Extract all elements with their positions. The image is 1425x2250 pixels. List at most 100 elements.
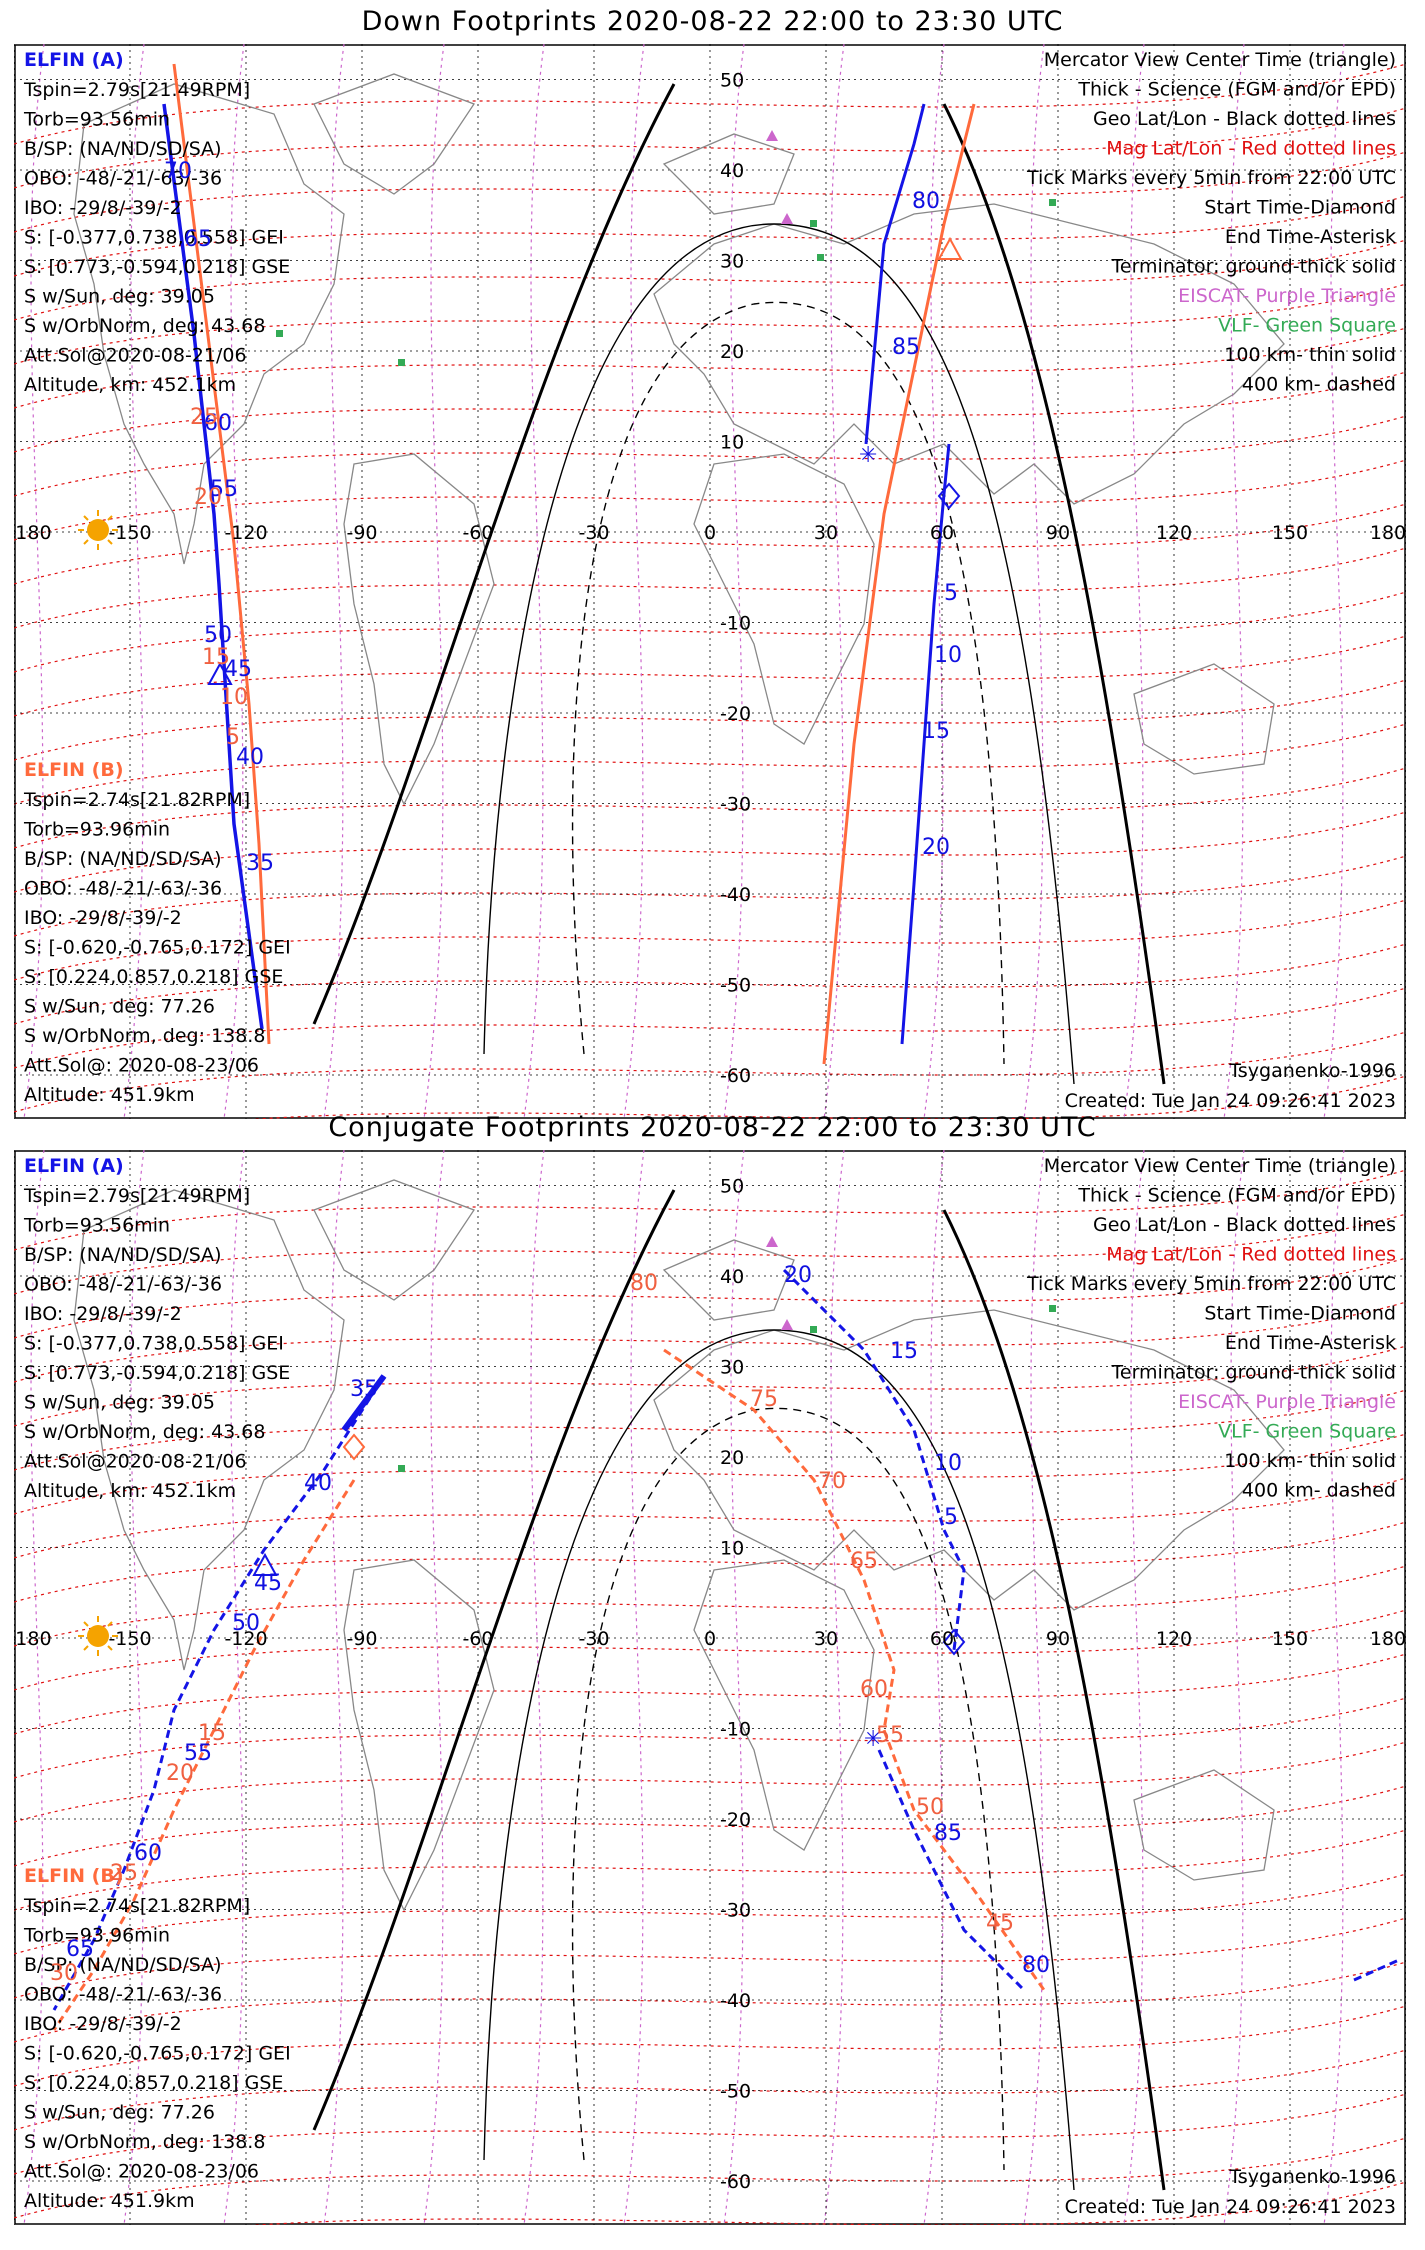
elfin-b-info-line: Tspin=2.74s[21.82RPM]: [23, 789, 250, 811]
lat-tick-label: -60: [720, 2171, 751, 2193]
elfin-a-info-line: S: [0.773,-0.594,0.218] GSE: [24, 1362, 290, 1384]
legend-line: Geo Lat/Lon - Black dotted lines: [1093, 108, 1396, 130]
track-b2-time-label: 65: [850, 1549, 878, 1574]
conj-title: Conjugate Footprints 2020-08-22 22:00 to…: [328, 1112, 1097, 1143]
lat-tick-label: 20: [720, 341, 744, 363]
lon-tick-label: -30: [578, 522, 609, 544]
legend: Mercator View Center Time (triangle) Thic…: [1026, 49, 1396, 396]
elfin-b-info-line: OBO: -48/-21/-63/-36: [24, 1984, 222, 2006]
track-b-time-label: 30: [50, 1961, 78, 1986]
lon-tick-label: 60: [930, 1628, 954, 1650]
elfin-b-track-right: [822, 103, 976, 1065]
lon-tick-label: -180: [14, 1628, 52, 1650]
elfin-a-info-line: Torb=93.56min: [23, 109, 170, 131]
elfin-a-info: Tspin=2.79s[21.49RPM] Torb=93.56min B/SP: …: [23, 1185, 290, 1502]
mag-lat-line: [14, 503, 1406, 585]
track-b2-time-label: 70: [818, 1469, 846, 1494]
legend-line: Tick Marks every 5min from 22:00 UTC: [1026, 167, 1396, 189]
track-a-time-label: 35: [246, 851, 274, 876]
lat-tick-label: 10: [720, 1538, 744, 1560]
end-asterisk: ✳: [864, 1727, 882, 1752]
mag-lat-line: [14, 679, 1406, 761]
legend: Mercator View Center Time (triangle) Thic…: [1026, 1155, 1396, 1502]
mag-latlon-grid: [14, 1150, 1406, 2225]
elfin-a-info-line: S: [-0.377,0.738,0.558] GEI: [24, 227, 284, 249]
track-labels: 70 65 60 55 50 45 40 35 25 20 15 10 5 80 85 5 10 15 20: [164, 159, 962, 876]
lon-tick-label: -60: [462, 1628, 493, 1650]
legend-line: EISCAT- Purple Triangle: [1178, 285, 1396, 307]
elfin-b-info-line: Altitude: 451.9km: [24, 1084, 195, 1106]
track-b-time-label: 10: [220, 685, 248, 710]
mag-lat-line: [14, 767, 1406, 849]
mag-lat-line: [14, 1169, 1406, 1251]
elfin-b-info-line: Altitude: 451.9km: [24, 2190, 195, 2212]
lon-tick-label: 180: [1370, 522, 1406, 544]
lon-tick-label: 30: [814, 1628, 838, 1650]
mag-lat-line: [14, 855, 1406, 937]
legend-line: Geo Lat/Lon - Black dotted lines: [1093, 1214, 1396, 1236]
legend-line: End Time-Asterisk: [1225, 1332, 1396, 1354]
track-a2-time-label: 10: [934, 1451, 962, 1476]
track-b-time-label: 20: [166, 1761, 194, 1786]
elfin-b-center-triangle: [937, 236, 963, 260]
mag-lat-line: [14, 415, 1406, 497]
elfin-a-info-line: Att.Sol@2020-08-21/06: [24, 345, 247, 367]
elfin-b-info-line: IBO: -29/8/-39/-2: [24, 907, 182, 929]
elfin-a-conj-track-left: [52, 1375, 386, 2011]
elfin-a-conj-track-right: [782, 1268, 966, 1651]
mag-lat-line: [14, 723, 1406, 805]
track-b-time-label: 15: [202, 645, 230, 670]
legend-line: VLF- Green Square: [1218, 1421, 1396, 1443]
elfin-a-track-upper: [864, 103, 926, 445]
track-a2-time-label: 80: [912, 189, 940, 214]
vlf-square: [817, 254, 824, 261]
legend-line: Thick - Science (FGM and/or EPD): [1077, 79, 1396, 101]
lat-tick-label: -40: [720, 1990, 751, 2012]
eiscat-triangle: [781, 213, 793, 224]
elfin-a-info-line: S w/Sun, deg: 39.05: [24, 1392, 215, 1414]
lat-tick-label: -10: [720, 1719, 751, 1741]
mag-lat-line: [14, 1521, 1406, 1603]
track-a-time-label: 60: [134, 1841, 162, 1866]
created-label: Created: Tue Jan 24 09:26:41 2023: [1065, 1090, 1396, 1112]
terminator-right: [942, 1209, 1166, 2191]
elfin-a-info-line: IBO: -29/8/-39/-2: [24, 197, 182, 219]
lat-tick-label: 30: [720, 1357, 744, 1379]
elfin-a-info-line: OBO: -48/-21/-63/-36: [24, 168, 222, 190]
lon-tick-label: -120: [224, 1628, 267, 1650]
mag-lat-line: [14, 371, 1406, 453]
sun-icon: [78, 1616, 118, 1656]
elfin-b-info-line: Att.Sol@: 2020-08-23/06: [24, 1055, 259, 1077]
legend-line: Thick - Science (FGM and/or EPD): [1077, 1185, 1396, 1207]
lon-tick-label: 60: [930, 522, 954, 544]
lat-axis-labels: 70605040302010-10-20-30-40-50-60-70: [720, 1176, 751, 2194]
elfin-b-name: ELFIN (B): [24, 759, 124, 781]
track-a-time-label: 40: [236, 745, 264, 770]
track-a2-time-label: 15: [890, 1339, 918, 1364]
lon-tick-label: 90: [1046, 1628, 1070, 1650]
legend-line: Mag Lat/Lon - Red dotted lines: [1106, 1244, 1396, 1266]
track-a2-time-label: 20: [784, 1263, 812, 1288]
track-a-time-label: 50: [204, 623, 232, 648]
track-a2-time-label: 85: [934, 1821, 962, 1846]
elfin-a-info-line: Tspin=2.79s[21.49RPM]: [23, 1185, 250, 1207]
elfin-a-info-line: Att.Sol@2020-08-21/06: [24, 1451, 247, 1473]
track-a-time-label: 35: [350, 1377, 378, 1402]
mag-lat-line: [14, 239, 1406, 321]
elfin-a-info-line: Altitude, km: 452.1km: [24, 1480, 236, 1502]
mag-lat-line: [14, 1565, 1406, 1647]
elfin-a-track-right: [900, 443, 951, 1045]
track-a-time-label: 55: [210, 477, 238, 502]
lat-tick-label: -20: [720, 1809, 751, 1831]
vlf-square: [398, 359, 405, 366]
mag-lat-line: [14, 811, 1406, 893]
lon-tick-label: -90: [346, 522, 377, 544]
elfin-a-info-line: S w/Sun, deg: 39.05: [24, 286, 215, 308]
terminator-left: [312, 1189, 676, 2131]
mag-lat-line: [14, 459, 1406, 541]
mag-lat-line: [14, 1653, 1406, 1735]
mag-lat-line: [250, 2181, 1406, 2225]
eiscat-triangle: [766, 130, 778, 141]
elfin-a-info-line: B/SP: (NA/ND/SD/SA): [24, 138, 222, 160]
legend-line: Start Time-Diamond: [1204, 1303, 1396, 1325]
